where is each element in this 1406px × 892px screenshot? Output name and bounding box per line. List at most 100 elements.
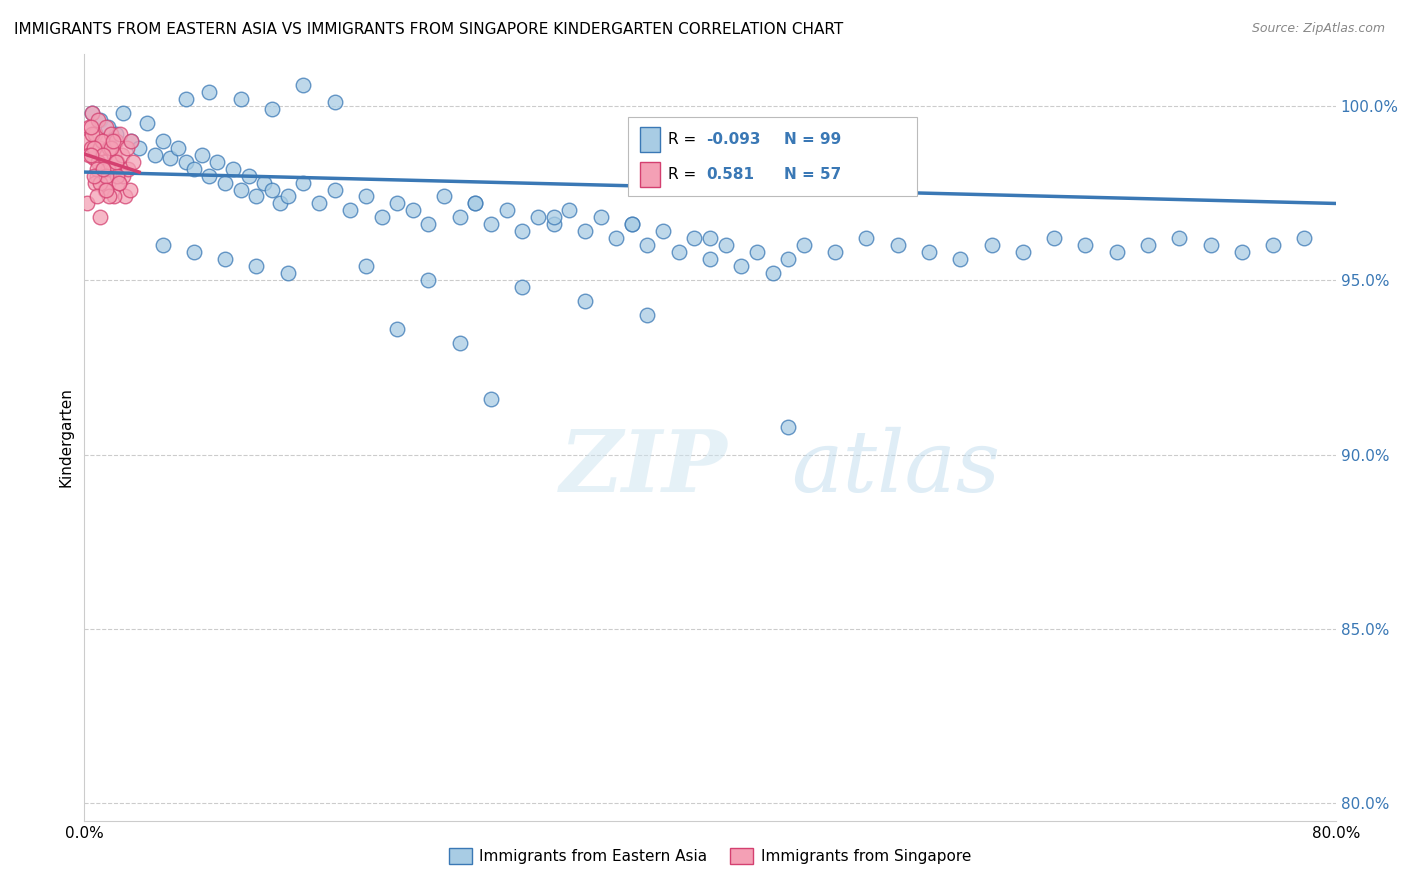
Point — [77, 120, 100, 134]
Point — [118, 182, 141, 196]
Point — [98, 189, 121, 203]
Text: R =: R = — [668, 132, 702, 147]
Point — [745, 245, 768, 260]
Point — [79, 147, 101, 161]
Point — [543, 218, 565, 232]
Point — [1043, 231, 1066, 245]
Point — [120, 134, 142, 148]
Point — [887, 238, 910, 252]
Point — [167, 141, 190, 155]
Point — [824, 245, 846, 260]
Point — [1199, 238, 1222, 252]
Point — [84, 127, 107, 141]
Point — [89, 176, 111, 190]
Text: Source: ZipAtlas.com: Source: ZipAtlas.com — [1251, 22, 1385, 36]
Point — [354, 259, 377, 273]
Point — [1136, 238, 1159, 252]
Point — [152, 238, 174, 252]
Point — [96, 182, 118, 196]
Point — [198, 169, 221, 183]
Point — [90, 134, 112, 148]
Point — [76, 134, 98, 148]
Point — [91, 134, 114, 148]
Text: -0.093: -0.093 — [706, 132, 761, 147]
Point — [112, 169, 135, 183]
Y-axis label: Kindergarten: Kindergarten — [58, 387, 73, 487]
Point — [98, 141, 121, 155]
Point — [117, 161, 139, 176]
Point — [100, 141, 122, 155]
Point — [277, 266, 299, 280]
Point — [238, 169, 260, 183]
Point — [101, 134, 124, 148]
Point — [1230, 245, 1253, 260]
Point — [89, 141, 111, 155]
Point — [668, 245, 690, 260]
Point — [207, 154, 229, 169]
Point — [339, 203, 361, 218]
Point — [104, 134, 127, 148]
Point — [714, 238, 737, 252]
Point — [159, 151, 181, 165]
Point — [637, 308, 659, 322]
Point — [89, 112, 111, 127]
Point — [245, 259, 267, 273]
Point — [86, 189, 108, 203]
Text: N = 99: N = 99 — [785, 132, 841, 147]
Point — [402, 203, 425, 218]
Point — [385, 322, 409, 336]
Point — [111, 147, 134, 161]
Point — [82, 105, 104, 120]
Point — [918, 245, 941, 260]
Point — [91, 147, 114, 161]
Point — [174, 92, 197, 106]
Point — [222, 161, 245, 176]
Point — [464, 196, 486, 211]
Point — [418, 273, 440, 287]
Point — [83, 151, 105, 165]
Point — [479, 392, 502, 406]
Point — [214, 176, 236, 190]
Point — [1263, 238, 1285, 252]
Point — [354, 189, 377, 203]
Point — [79, 120, 101, 134]
Point — [253, 176, 276, 190]
Point — [77, 147, 100, 161]
Point — [449, 211, 471, 225]
Point — [730, 259, 752, 273]
Point — [87, 154, 110, 169]
Point — [433, 189, 456, 203]
Point — [101, 161, 124, 176]
Point — [110, 127, 132, 141]
Text: atlas: atlas — [792, 426, 1001, 509]
Point — [385, 196, 409, 211]
Point — [114, 189, 136, 203]
Point — [79, 141, 101, 155]
Point — [229, 182, 252, 196]
Point — [103, 189, 125, 203]
Point — [93, 182, 115, 196]
Point — [512, 224, 534, 238]
Point — [136, 116, 159, 130]
Point — [96, 169, 118, 183]
Point — [190, 147, 212, 161]
Point — [527, 211, 550, 225]
Text: ZIP: ZIP — [560, 426, 728, 509]
Point — [121, 154, 143, 169]
Point — [699, 252, 721, 267]
Point — [292, 176, 315, 190]
Point — [1105, 245, 1128, 260]
Point — [683, 231, 706, 245]
Legend: Immigrants from Eastern Asia, Immigrants from Singapore: Immigrants from Eastern Asia, Immigrants… — [443, 842, 977, 871]
Point — [512, 280, 534, 294]
Point — [292, 78, 315, 92]
Point — [86, 169, 108, 183]
Point — [97, 161, 120, 176]
Point — [100, 127, 122, 141]
Text: 0.581: 0.581 — [706, 167, 754, 182]
Point — [262, 182, 284, 196]
Point — [104, 127, 127, 141]
Point — [574, 294, 596, 309]
Point — [949, 252, 972, 267]
Point — [637, 238, 659, 252]
